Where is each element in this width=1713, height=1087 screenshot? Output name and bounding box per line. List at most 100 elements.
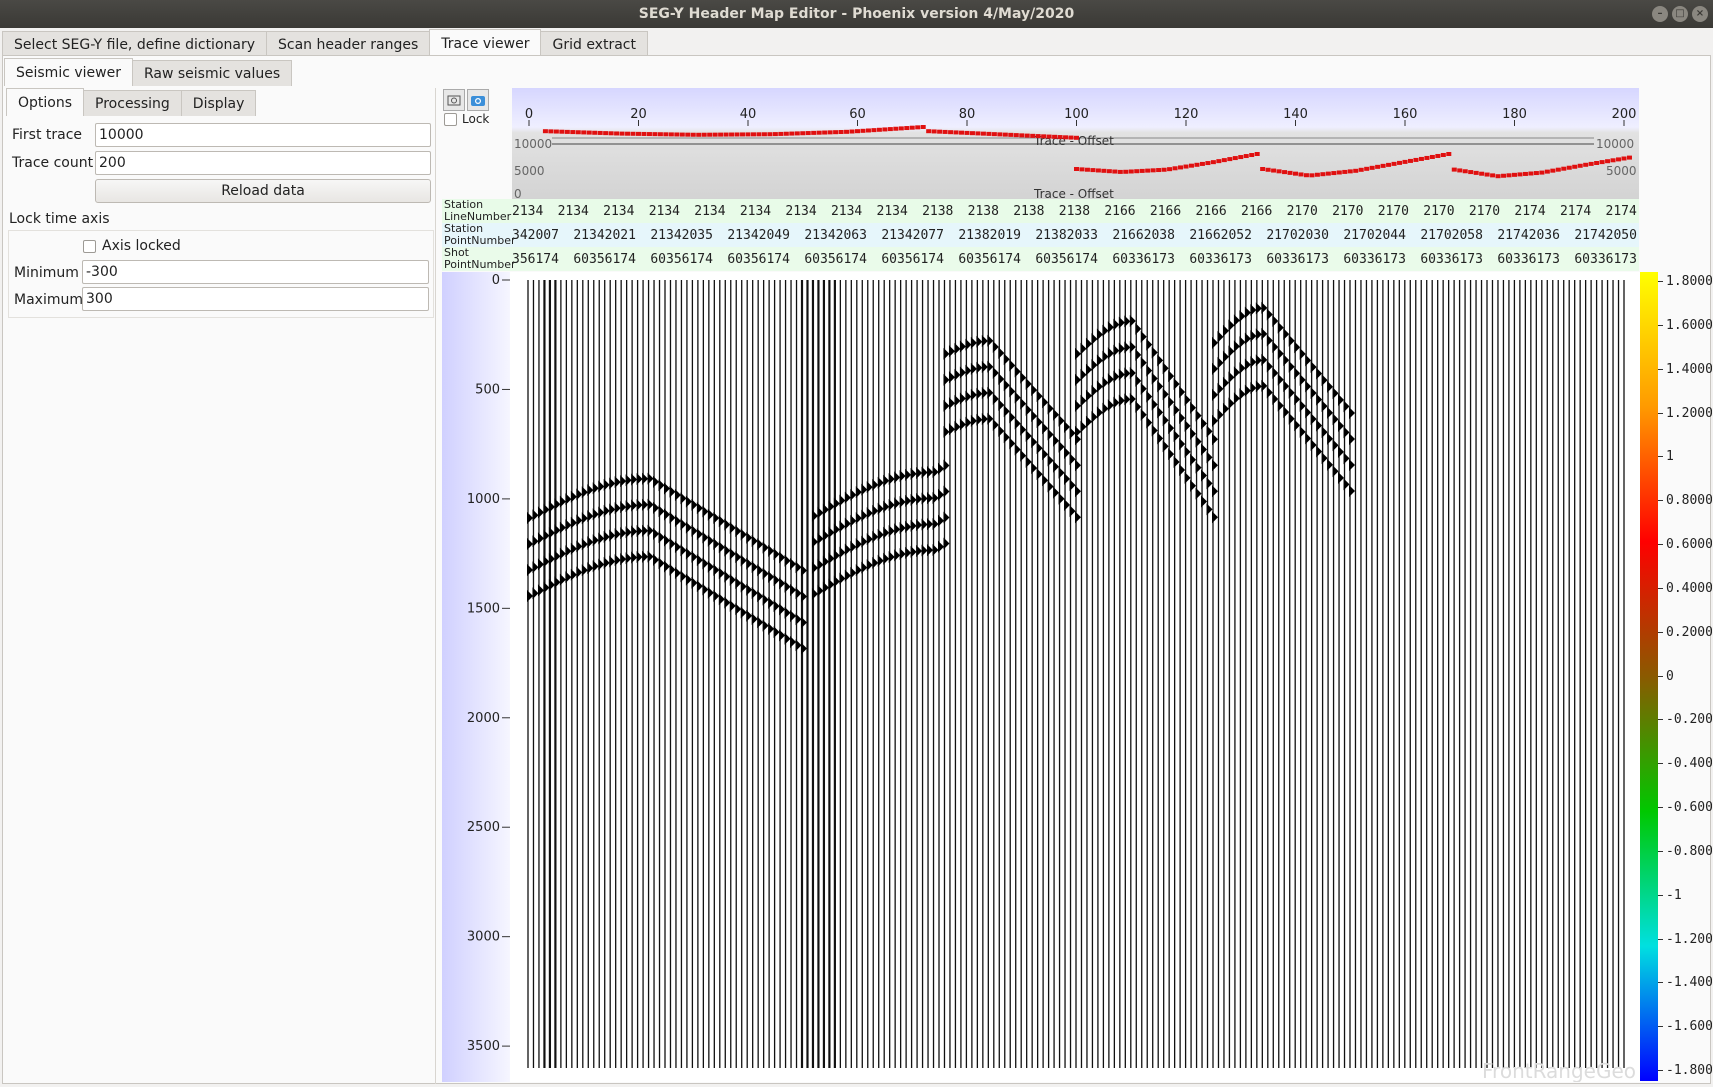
first-break-wavelet [888,525,895,538]
offset-point [1364,166,1370,171]
first-break-wavelet [1129,393,1136,406]
first-break-wavelet [1338,445,1345,458]
header-row-value: 2134 [785,203,817,219]
first-break-wavelet [976,361,983,374]
first-break-wavelet [707,534,714,547]
first-break-wavelet [1332,387,1339,400]
tab-seismic-viewer[interactable]: Seismic viewer [4,58,133,86]
header-row-value: 60336173 [1420,251,1483,267]
offset-point [608,131,614,136]
maximize-icon[interactable]: □ [1672,6,1688,22]
minimize-icon[interactable]: – [1652,6,1668,22]
first-break-wavelet [729,573,736,586]
offset-point [1484,172,1490,177]
first-break-wavelet [1053,408,1060,421]
colorbar-label: 0.6000 [1666,537,1712,552]
tab-trace-viewer[interactable]: Trace viewer [429,29,542,57]
header-row-value: 2134 [648,203,680,219]
offset-point [1271,168,1277,173]
sub-tab-bar: Seismic viewer Raw seismic values [4,58,293,86]
first-break-wavelet [910,545,917,558]
first-break-wavelet [817,558,824,571]
first-break-wavelet [987,360,994,373]
first-break-wavelet [888,499,895,512]
seismic-trace-plot[interactable]: 0 500 1000 1500 2000 2500 3000 3500 FrontRangeG… [442,272,1642,1082]
tab-processing[interactable]: Processing [83,90,182,116]
camera-icon[interactable] [467,89,489,111]
first-break-wavelet [872,504,879,517]
first-break-wavelet [932,466,939,479]
first-break-wavelet [1157,354,1164,367]
first-break-wavelet [1305,354,1312,367]
first-break-wavelet [1321,452,1328,465]
lock-checkbox[interactable] [444,113,457,126]
tab-scan-header-ranges[interactable]: Scan header ranges [266,31,431,57]
first-break-wavelet [625,500,632,513]
first-break-wavelet [1014,365,1021,378]
first-break-wavelet [1272,341,1279,354]
offset-point [942,129,948,134]
first-break-wavelet [685,521,692,534]
first-trace-input[interactable]: 10000 [95,123,431,147]
offset-point [887,127,893,132]
first-break-wavelet [592,482,599,495]
offset-y-mid-left: 5000 [514,164,545,178]
first-break-wavelet [1124,341,1131,354]
first-break-wavelet [647,524,654,537]
first-break-wavelet [927,518,934,531]
tab-raw-seismic-values[interactable]: Raw seismic values [131,60,293,86]
first-break-wavelet [1228,319,1235,332]
first-break-wavelet [992,340,999,353]
first-break-wavelet [653,501,660,514]
offset-point [646,132,652,137]
offset-point [1178,165,1184,170]
first-break-wavelet [740,528,747,541]
offset-point [1544,169,1550,174]
first-break-wavelet [1343,400,1350,413]
first-break-wavelet [773,548,780,561]
first-break-wavelet [784,632,791,645]
first-break-wavelet [1321,374,1328,387]
offset-point [586,130,592,135]
tab-options[interactable]: Options [6,88,85,116]
offset-point [915,125,921,130]
minimum-input[interactable]: -300 [82,260,429,284]
header-x-tick-label: 0 [525,107,533,122]
first-break-wavelet [1316,393,1323,406]
offset-point [1517,172,1523,177]
first-break-wavelet [1343,426,1350,439]
header-row-values: 356174 60356174 60356174 60356174 60356174 60… [512,247,1637,271]
trace-count-input[interactable]: 200 [95,151,431,175]
offset-point [701,132,707,137]
offset-point [1216,159,1222,164]
first-break-wavelet [784,554,791,567]
first-break-wavelet [970,414,977,427]
reload-data-button[interactable]: Reload data [95,179,431,203]
first-break-wavelet [844,517,851,530]
first-break-wavelet [861,561,868,574]
first-break-wavelet [1036,442,1043,455]
first-break-wavelet [740,554,747,567]
first-break-wavelet [625,526,632,539]
offset-point [1084,167,1090,172]
close-icon[interactable]: × [1692,6,1708,22]
header-row-label: Station LineNumber [444,199,511,223]
zoom-reset-icon[interactable] [443,89,465,111]
offset-point [1167,167,1173,172]
tab-grid-extract[interactable]: Grid extract [540,31,648,57]
offset-point [909,125,915,130]
offset-point [1413,157,1419,162]
first-break-wavelet [877,528,884,541]
offset-header-plot[interactable]: 0 20 40 60 80 100 120 140 160 180 200 10000 5000 0… [512,88,1639,200]
offset-point [1599,160,1605,165]
tab-select-segy[interactable]: Select SEG-Y file, define dictionary [2,31,268,57]
first-break-wavelet [866,481,873,494]
offset-point [1566,165,1572,170]
axis-locked-checkbox[interactable] [83,240,96,253]
maximum-input[interactable]: 300 [82,287,429,311]
header-row-value: 2138 [1013,203,1045,219]
header-row-value: 2134 [739,203,772,219]
tab-display[interactable]: Display [180,90,257,116]
offset-point [1079,167,1085,172]
header-row-value: 2174 [1605,203,1637,219]
